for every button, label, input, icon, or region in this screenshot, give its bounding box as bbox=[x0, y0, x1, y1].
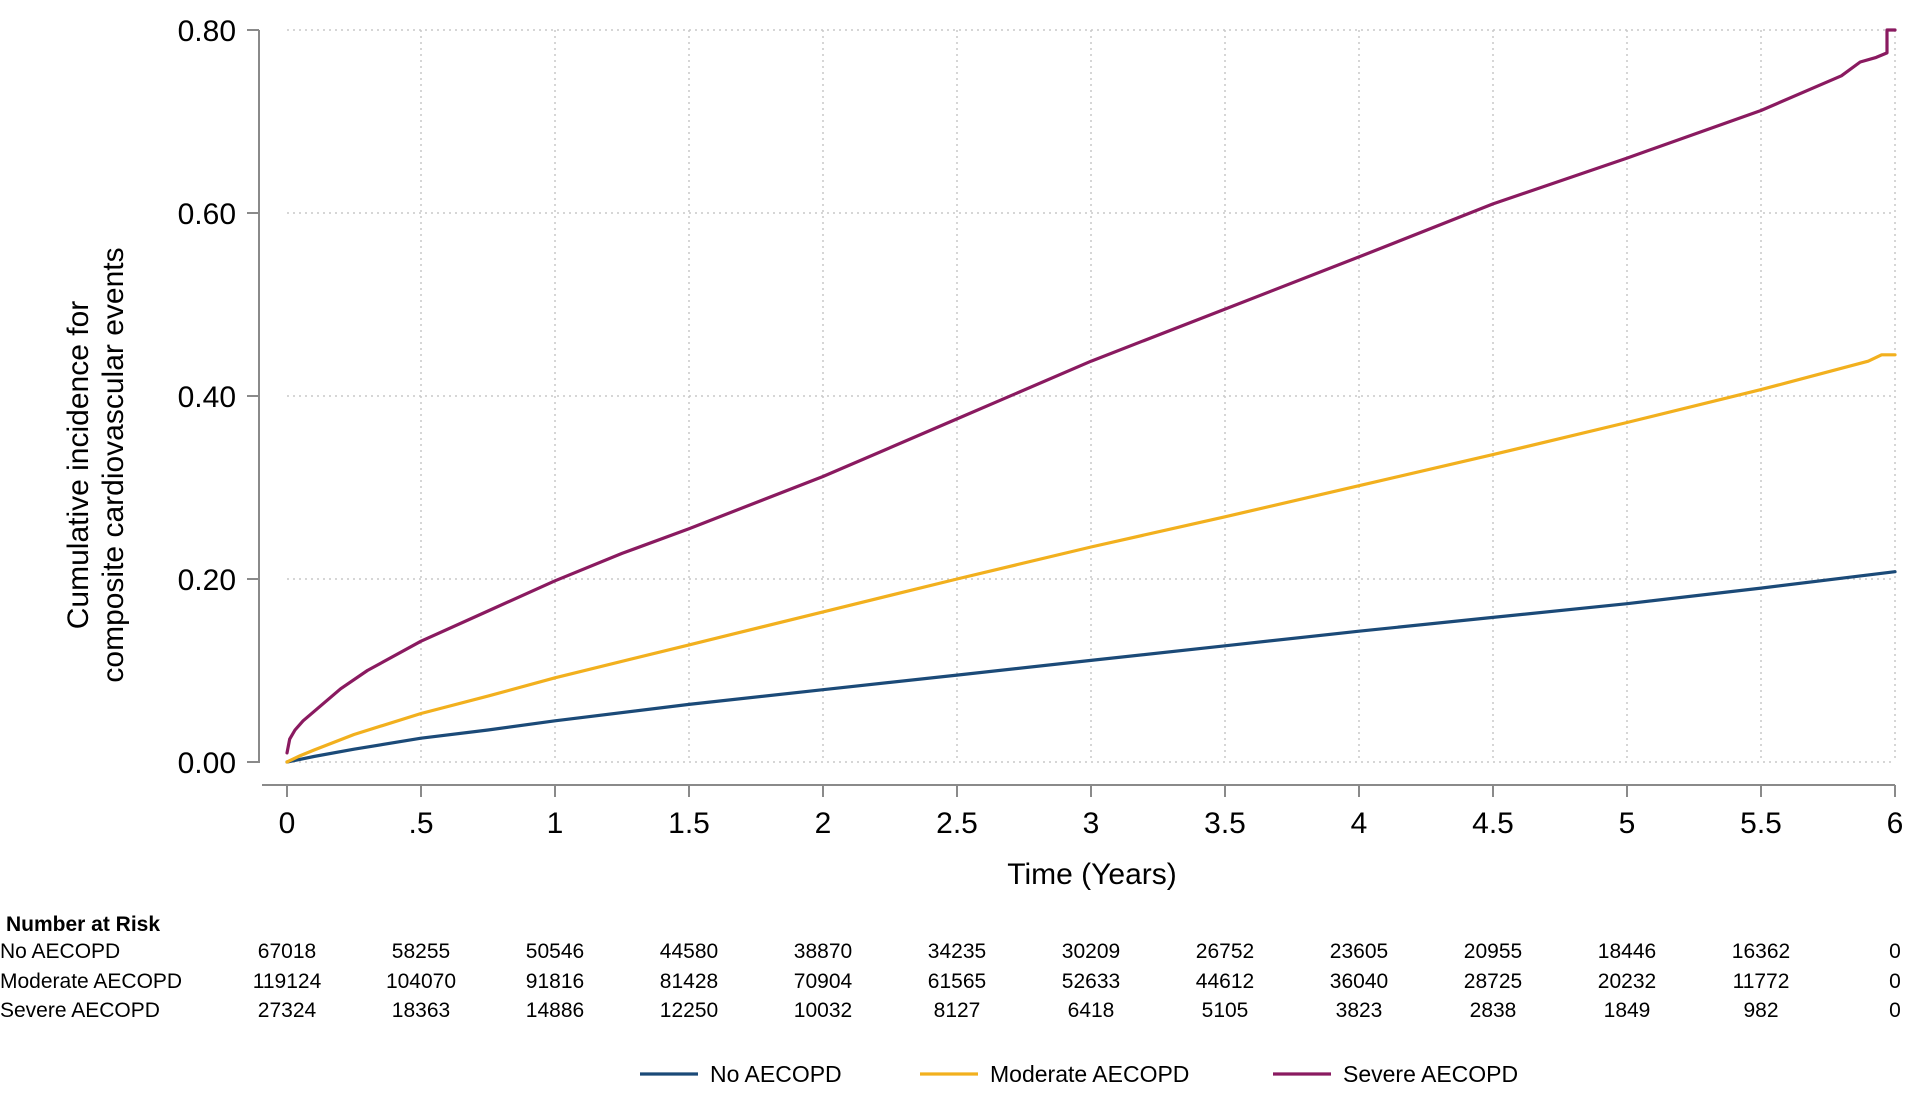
x-tick-label: 0 bbox=[279, 807, 296, 840]
risk-cell: 38870 bbox=[794, 940, 852, 963]
x-axis-title: Time (Years) bbox=[1007, 858, 1176, 891]
risk-cell: 18446 bbox=[1598, 940, 1656, 963]
risk-cell: 16362 bbox=[1732, 940, 1790, 963]
axes: 0.00 0.20 0.40 0.60 0.80 0 .5 1 1.5 2 2.5 3 3.5 4 4.5 5… bbox=[178, 15, 1904, 840]
x-tick-label: 5.5 bbox=[1740, 807, 1782, 840]
y-tick-label: 0.20 bbox=[178, 564, 236, 597]
risk-cell: 81428 bbox=[660, 970, 718, 993]
risk-cell: 5105 bbox=[1202, 999, 1249, 1022]
y-tick-label: 0.80 bbox=[178, 15, 236, 48]
risk-cell: 30209 bbox=[1062, 940, 1120, 963]
risk-cell: 52633 bbox=[1062, 970, 1120, 993]
risk-cell: 23605 bbox=[1330, 940, 1388, 963]
risk-row-label: Severe AECOPD bbox=[0, 999, 160, 1022]
y-axis-title: Cumulative incidence for composite cardi… bbox=[62, 247, 130, 682]
risk-cell: 18363 bbox=[392, 999, 450, 1022]
risk-cell: 8127 bbox=[934, 999, 981, 1022]
risk-cell: 67018 bbox=[258, 940, 316, 963]
risk-cell: 0 bbox=[1889, 999, 1901, 1022]
x-tick-label: 2 bbox=[815, 807, 832, 840]
risk-cell: 982 bbox=[1743, 999, 1778, 1022]
risk-cell: 104070 bbox=[386, 970, 456, 993]
x-tick-label: 6 bbox=[1887, 807, 1904, 840]
risk-cell: 44612 bbox=[1196, 970, 1254, 993]
x-tick-label: 4 bbox=[1351, 807, 1368, 840]
series-line-moderate-aecopd bbox=[285, 353, 1897, 764]
risk-cell: 61565 bbox=[928, 970, 986, 993]
risk-cell: 27324 bbox=[258, 999, 317, 1022]
risk-cell: 44580 bbox=[660, 940, 718, 963]
risk-cell: 20232 bbox=[1598, 970, 1656, 993]
y-tick-label: 0.00 bbox=[178, 747, 236, 780]
risk-cell: 26752 bbox=[1196, 940, 1254, 963]
risk-table-header: Number at Risk bbox=[6, 913, 160, 936]
risk-cell: 14886 bbox=[526, 999, 584, 1022]
risk-cell: 11772 bbox=[1733, 970, 1790, 993]
risk-cell: 0 bbox=[1889, 940, 1901, 963]
y-tick-label: 0.60 bbox=[178, 198, 236, 231]
risk-cell: 70904 bbox=[794, 970, 853, 993]
series-line-severe-aecopd bbox=[285, 28, 1897, 755]
x-tick-label: 3.5 bbox=[1204, 807, 1246, 840]
legend: No AECOPD Moderate AECOPD Severe AECOPD bbox=[640, 1061, 1518, 1087]
risk-cell: 50546 bbox=[526, 940, 584, 963]
y-axis-title-line-2: composite cardiovascular events bbox=[97, 247, 130, 682]
x-tick-label: 1 bbox=[547, 807, 564, 840]
risk-cell: 36040 bbox=[1330, 970, 1388, 993]
x-tick-label: 2.5 bbox=[936, 807, 978, 840]
x-tick-label: 3 bbox=[1083, 807, 1100, 840]
risk-cell: 0 bbox=[1889, 970, 1901, 993]
risk-cell: 2838 bbox=[1470, 999, 1517, 1022]
risk-cell: 91816 bbox=[526, 970, 584, 993]
legend-label-moderate-aecopd: Moderate AECOPD bbox=[990, 1061, 1189, 1087]
series-line-no-aecopd bbox=[285, 570, 1897, 764]
y-tick-label: 0.40 bbox=[178, 381, 236, 414]
risk-cell: 10032 bbox=[794, 999, 852, 1022]
risk-cell: 119124 bbox=[253, 970, 322, 993]
risk-row-label: Moderate AECOPD bbox=[0, 970, 182, 993]
x-tick-label: 5 bbox=[1619, 807, 1636, 840]
risk-cell: 34235 bbox=[928, 940, 986, 963]
legend-label-severe-aecopd: Severe AECOPD bbox=[1343, 1061, 1518, 1087]
risk-row-label: No AECOPD bbox=[0, 940, 120, 963]
x-tick-label: 1.5 bbox=[668, 807, 710, 840]
x-tick-label: 4.5 bbox=[1472, 807, 1514, 840]
legend-label-no-aecopd: No AECOPD bbox=[710, 1061, 842, 1087]
risk-cell: 20955 bbox=[1464, 940, 1522, 963]
risk-cell: 3823 bbox=[1336, 999, 1383, 1022]
risk-cell: 6418 bbox=[1068, 999, 1115, 1022]
x-tick-label: .5 bbox=[408, 807, 433, 840]
risk-cell: 58255 bbox=[392, 940, 450, 963]
risk-cell: 28725 bbox=[1464, 970, 1522, 993]
risk-cell: 12250 bbox=[660, 999, 718, 1022]
y-axis-title-line-1: Cumulative incidence for bbox=[62, 301, 95, 630]
series-lines bbox=[285, 28, 1897, 764]
risk-table: Number at Risk No AECOPD 67018 58255 50546 4… bbox=[0, 913, 1901, 1022]
risk-cell: 1849 bbox=[1604, 999, 1651, 1022]
grid bbox=[287, 29, 1896, 763]
